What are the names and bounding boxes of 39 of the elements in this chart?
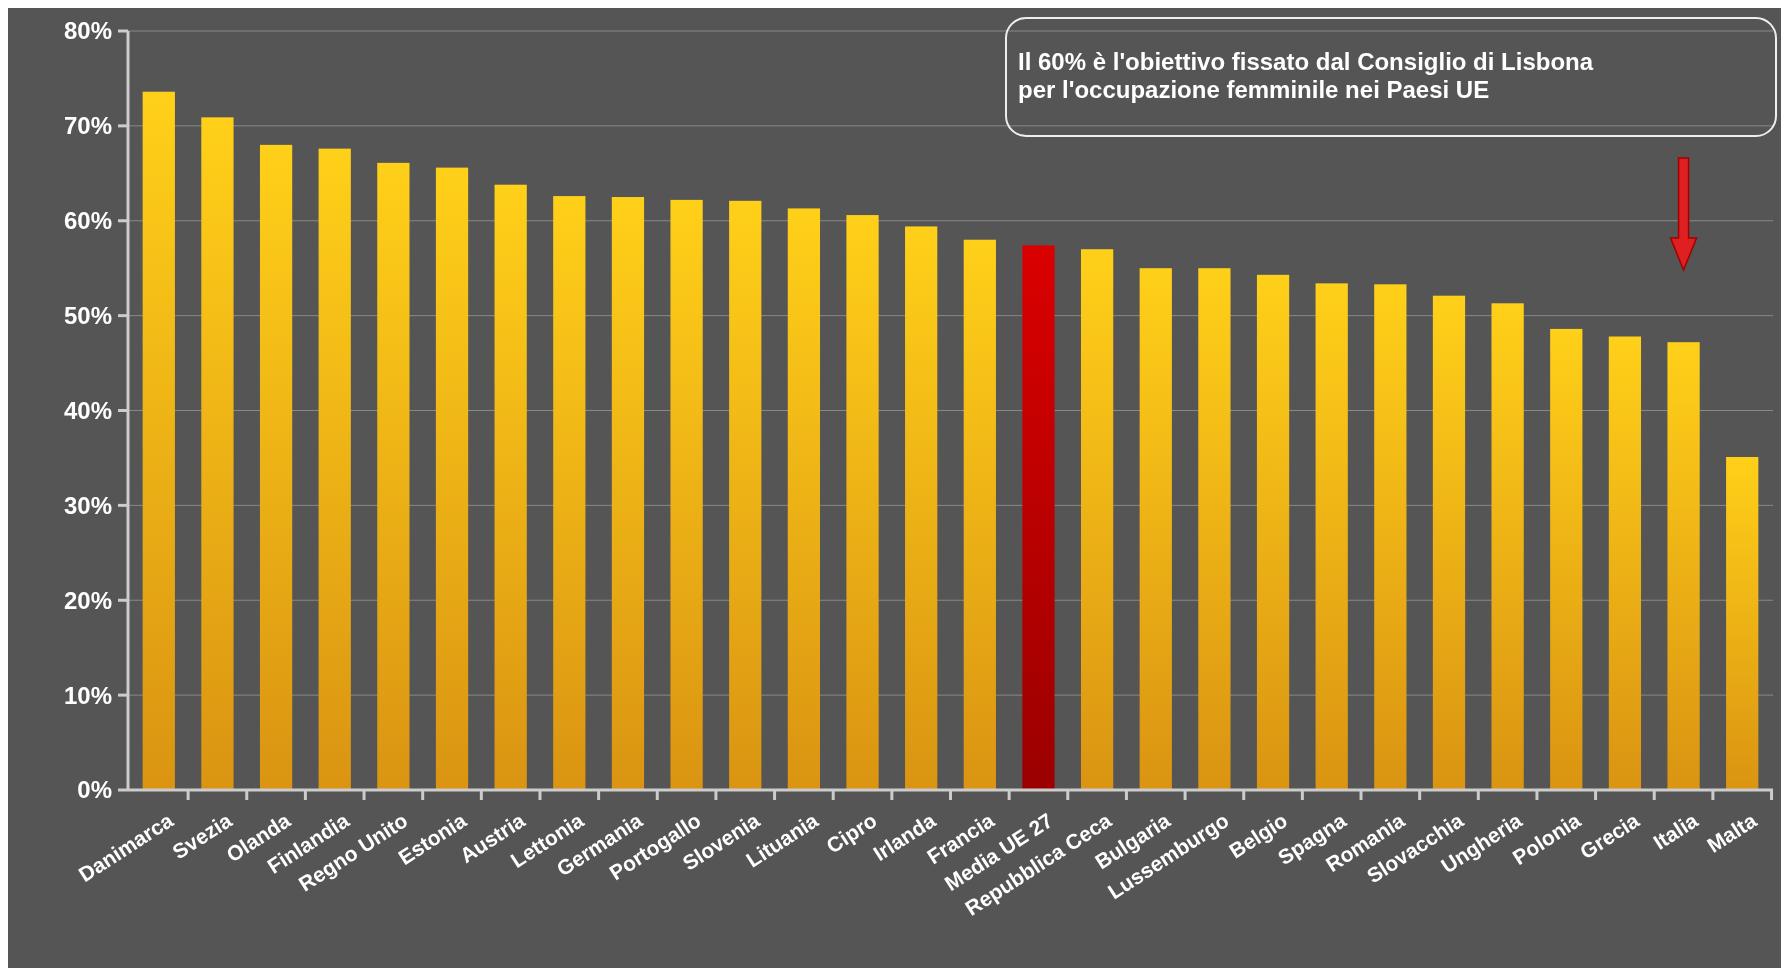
bar xyxy=(377,162,410,790)
bar xyxy=(1374,284,1407,790)
bar xyxy=(670,199,703,790)
x-tick-label: Italia xyxy=(1649,808,1703,854)
y-tick-label: 70% xyxy=(63,112,112,140)
bar xyxy=(1022,245,1055,790)
y-tick-label: 60% xyxy=(63,207,112,235)
bar xyxy=(1491,303,1524,790)
bar xyxy=(201,117,234,790)
bar xyxy=(1139,268,1172,790)
bar xyxy=(1315,283,1348,790)
bar xyxy=(905,226,938,790)
bar xyxy=(1726,456,1759,790)
y-tick-label: 10% xyxy=(63,681,112,709)
y-tick-label: 20% xyxy=(63,586,112,614)
bar xyxy=(1256,274,1290,790)
bar xyxy=(435,167,469,790)
bar xyxy=(1432,295,1466,790)
bar xyxy=(1080,249,1114,790)
bar xyxy=(1198,268,1231,790)
bar xyxy=(318,148,351,790)
bar xyxy=(729,200,762,790)
y-tick-label: 50% xyxy=(63,302,112,330)
y-tick-label: 0% xyxy=(77,776,112,804)
y-tick-label: 30% xyxy=(63,491,112,519)
bar xyxy=(1550,328,1583,790)
bar xyxy=(787,208,821,790)
bar xyxy=(494,184,527,790)
bar xyxy=(846,215,879,790)
bar xyxy=(611,197,645,790)
bar xyxy=(142,91,175,790)
y-tick-label: 40% xyxy=(63,396,112,424)
annotation: Il 60% è l'obiettivo fissato dal Consiglio di Lisbona per l'occupazione femminile nei Paesi UE xyxy=(1018,48,1594,103)
bar xyxy=(963,239,996,790)
bar xyxy=(1667,342,1700,790)
bar xyxy=(1608,336,1642,790)
bar xyxy=(259,144,293,790)
y-tick-label: 80% xyxy=(63,17,112,45)
bar xyxy=(553,196,586,790)
